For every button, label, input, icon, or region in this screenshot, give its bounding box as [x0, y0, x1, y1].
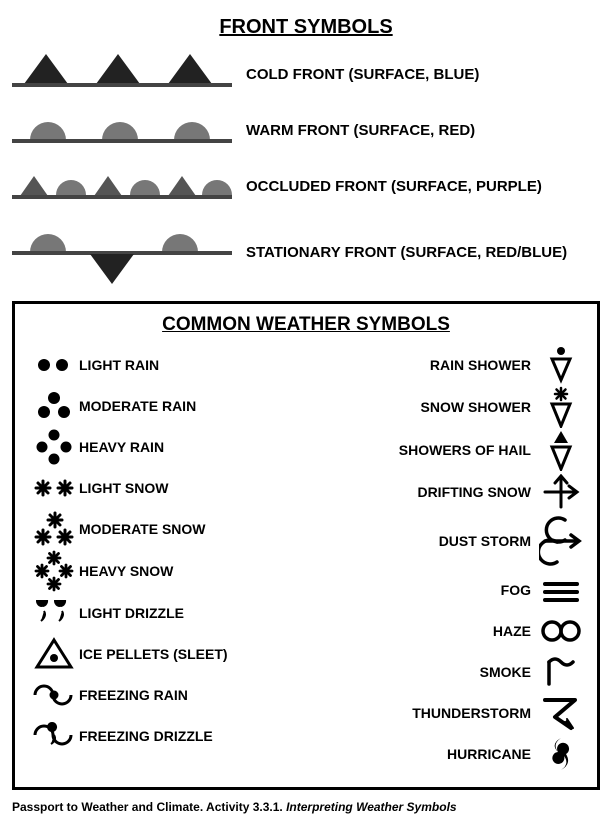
front-label: WARM FRONT (SURFACE, RED)	[246, 122, 475, 139]
ice-pellets-icon	[29, 637, 79, 671]
freezing-drizzle: FREEZING DRIZZLE	[29, 716, 306, 756]
heavy-rain: HEAVY RAIN	[29, 427, 306, 467]
cold-front-symbol	[12, 49, 232, 99]
rain-shower-icon	[539, 345, 583, 385]
item-label: FREEZING RAIN	[79, 687, 188, 703]
item-label: FREEZING DRIZZLE	[79, 728, 213, 744]
dust-storm: DUST STORM	[306, 513, 583, 569]
haze-icon	[539, 618, 583, 644]
hurricane: HURRICANE	[306, 734, 583, 774]
fog-icon	[539, 578, 583, 602]
item-label: LIGHT DRIZZLE	[79, 605, 184, 621]
left-column: LIGHT RAIN MODERATE RAIN HEAVY RAIN	[29, 344, 306, 775]
ice-pellets: ICE PELLETS (SLEET)	[29, 634, 306, 674]
heavy-rain-icon	[29, 428, 79, 466]
smoke-icon	[539, 656, 583, 688]
item-label: MODERATE RAIN	[79, 398, 196, 414]
front-label: OCCLUDED FRONT (SURFACE, PURPLE)	[246, 178, 542, 195]
footer-italic: Interpreting Weather Symbols	[286, 800, 456, 814]
item-label: SHOWERS OF HAIL	[306, 442, 539, 458]
front-cold: COLD FRONT (SURFACE, BLUE)	[12, 49, 600, 99]
item-label: FOG	[306, 582, 539, 598]
hail-shower: SHOWERS OF HAIL	[306, 429, 583, 471]
snow-shower-icon	[539, 386, 583, 428]
item-label: LIGHT SNOW	[79, 480, 168, 496]
moderate-rain-icon	[29, 390, 79, 422]
fronts-title: FRONT SYMBOLS	[12, 16, 600, 39]
thunderstorm: THUNDERSTORM	[306, 693, 583, 733]
item-label: ICE PELLETS (SLEET)	[79, 646, 228, 662]
drifting-snow-icon	[539, 474, 583, 510]
footer: Passport to Weather and Climate. Activit…	[12, 800, 600, 814]
thunderstorm-icon	[539, 695, 583, 731]
freezing-drizzle-icon	[29, 718, 79, 754]
warm-front-symbol	[12, 105, 232, 155]
front-label: STATIONARY FRONT (SURFACE, RED/BLUE)	[246, 244, 567, 261]
stationary-front-symbol	[12, 217, 232, 287]
hail-shower-icon	[539, 429, 583, 471]
weather-title: COMMON WEATHER SYMBOLS	[29, 314, 583, 336]
item-label: MODERATE SNOW	[79, 521, 206, 537]
rain-shower: RAIN SHOWER	[306, 345, 583, 385]
moderate-snow: MODERATE SNOW	[29, 509, 306, 549]
fronts-section: COLD FRONT (SURFACE, BLUE) WARM FRONT (S…	[12, 49, 600, 287]
heavy-snow: HEAVY SNOW	[29, 550, 306, 592]
front-warm: WARM FRONT (SURFACE, RED)	[12, 105, 600, 155]
light-rain-icon	[29, 355, 79, 375]
moderate-rain: MODERATE RAIN	[29, 386, 306, 426]
weather-box: COMMON WEATHER SYMBOLS LIGHT RAIN MODERA…	[12, 301, 600, 790]
item-label: HEAVY SNOW	[79, 563, 173, 579]
freezing-rain-icon	[29, 678, 79, 712]
dust-storm-icon	[539, 516, 583, 566]
hurricane-icon	[539, 736, 583, 772]
heavy-snow-icon	[29, 550, 79, 592]
item-label: THUNDERSTORM	[306, 705, 539, 721]
front-occluded: OCCLUDED FRONT (SURFACE, PURPLE)	[12, 161, 600, 211]
front-stationary: STATIONARY FRONT (SURFACE, RED/BLUE)	[12, 217, 600, 287]
drifting-snow: DRIFTING SNOW	[306, 472, 583, 512]
right-column: RAIN SHOWER SNOW SHOWER	[306, 344, 583, 775]
light-rain: LIGHT RAIN	[29, 345, 306, 385]
item-label: RAIN SHOWER	[306, 357, 539, 373]
light-snow-icon	[29, 476, 79, 500]
footer-prefix: Passport to Weather and Climate. Activit…	[12, 800, 286, 814]
item-label: LIGHT RAIN	[79, 357, 159, 373]
light-snow: LIGHT SNOW	[29, 468, 306, 508]
occluded-front-symbol	[12, 161, 232, 211]
haze: HAZE	[306, 611, 583, 651]
moderate-snow-icon	[29, 511, 79, 547]
item-label: SMOKE	[306, 664, 539, 680]
freezing-rain: FREEZING RAIN	[29, 675, 306, 715]
light-drizzle: LIGHT DRIZZLE	[29, 593, 306, 633]
snow-shower: SNOW SHOWER	[306, 386, 583, 428]
item-label: SNOW SHOWER	[306, 399, 539, 415]
item-label: HAZE	[306, 623, 539, 639]
fog: FOG	[306, 570, 583, 610]
item-label: HURRICANE	[306, 746, 539, 762]
item-label: DRIFTING SNOW	[306, 484, 539, 500]
smoke: SMOKE	[306, 652, 583, 692]
item-label: HEAVY RAIN	[79, 439, 164, 455]
item-label: DUST STORM	[306, 533, 539, 549]
light-drizzle-icon	[29, 600, 79, 626]
front-label: COLD FRONT (SURFACE, BLUE)	[246, 66, 479, 83]
